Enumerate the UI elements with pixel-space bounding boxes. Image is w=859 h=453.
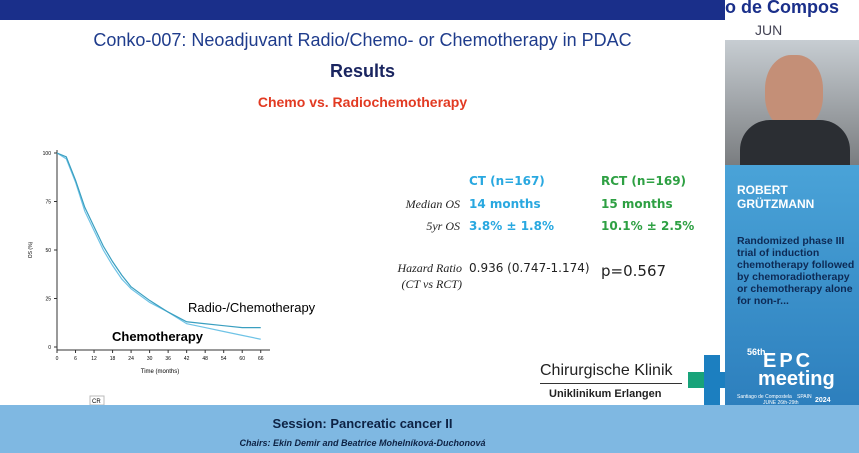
institution-sub: Uniklinikum Erlangen xyxy=(549,388,662,400)
y-tick-label: 50 xyxy=(45,248,51,254)
x-tick-label: 12 xyxy=(91,356,97,362)
survival-curve xyxy=(56,152,261,329)
talk-title: Randomized phase III trial of induction … xyxy=(737,235,855,307)
banner-date: JUN xyxy=(755,22,783,38)
speaker-video xyxy=(725,40,859,170)
logo-edition: 56th xyxy=(747,347,766,357)
speaker-name: ROBERT GRÜTZMANN xyxy=(737,183,815,211)
column-header: RCT (n=169) xyxy=(601,174,687,188)
row-label: 5yr OS xyxy=(426,219,460,233)
logo-meeting: meeting xyxy=(758,368,835,390)
divider xyxy=(540,383,682,384)
logo-epc: EPC xyxy=(763,350,814,372)
x-axis-label: Time (months) xyxy=(141,369,179,375)
survival-curve xyxy=(56,152,261,340)
y-tick-label: 100 xyxy=(43,151,52,157)
speaker-panel: ROBERT GRÜTZMANN Randomized phase III tr… xyxy=(725,165,859,406)
curve-label: Radio-/Chemotherapy xyxy=(188,300,316,315)
banner-text: o de Compos xyxy=(725,0,840,17)
y-tick-label: 0 xyxy=(48,345,51,351)
x-tick-label: 6 xyxy=(74,356,77,362)
x-tick-label: 0 xyxy=(56,356,59,362)
hazard-sublabel: (CT vs RCT) xyxy=(401,277,462,291)
institution-name: Chirurgische Klinik xyxy=(540,362,673,379)
cell: 15 months xyxy=(601,197,673,211)
cell: 14 months xyxy=(469,197,541,211)
logo-year: 2024 xyxy=(815,397,831,404)
footer-bar: Session: Pancreatic cancer II Chairs: Ek… xyxy=(0,405,859,453)
logo-accent xyxy=(688,372,704,388)
y-tick-label: 75 xyxy=(45,200,51,206)
x-tick-label: 48 xyxy=(202,356,208,362)
x-tick-label: 18 xyxy=(110,356,116,362)
curve-label: Chemotherapy xyxy=(112,329,204,344)
x-tick-label: 36 xyxy=(165,356,171,362)
logo-dates: JUNE 26th-29th xyxy=(763,400,799,406)
logo-country: SPAIN xyxy=(797,394,812,400)
speaker-head xyxy=(765,55,823,130)
p-value: p=0.567 xyxy=(601,262,667,280)
top-bar xyxy=(0,0,725,20)
session: Session: Pancreatic cancer II xyxy=(272,416,453,431)
logo-place: Santiago de Compostela xyxy=(737,394,792,400)
slide-title: Conko-007: Neoadjuvant Radio/Chemo- or C… xyxy=(93,30,632,50)
slide-subtitle: Results xyxy=(329,61,396,81)
chairs: Chairs: Ekin Demir and Beatrice Mohelník… xyxy=(239,438,486,448)
km-plot: 0 25 50 75 100 0 6 12 18 24 30 36 42 48 54 60 66 OS (%) Ti… xyxy=(28,150,316,406)
hazard-label: Hazard Ratio xyxy=(397,261,462,275)
cell: 10.1% ± 2.5% xyxy=(601,219,695,233)
x-tick-label: 60 xyxy=(239,356,245,362)
x-tick-label: 30 xyxy=(147,356,153,362)
x-tick-label: 42 xyxy=(184,356,190,362)
row-label: Median OS xyxy=(405,197,460,211)
cell: 3.8% ± 1.8% xyxy=(469,219,554,233)
comparison: Chemo vs. Radiochemotherapy xyxy=(257,94,468,110)
x-tick-label: 24 xyxy=(128,356,134,362)
column-header: CT (n=167) xyxy=(469,174,545,188)
hazard-value: 0.936 (0.747-1.174) xyxy=(469,261,590,275)
x-tick-label: 66 xyxy=(258,356,264,362)
x-tick-label: 54 xyxy=(221,356,227,362)
footnote: CR xyxy=(92,399,101,405)
speaker-body xyxy=(740,120,850,170)
y-tick-label: 25 xyxy=(45,297,51,303)
y-axis-label: OS (%) xyxy=(28,241,34,258)
